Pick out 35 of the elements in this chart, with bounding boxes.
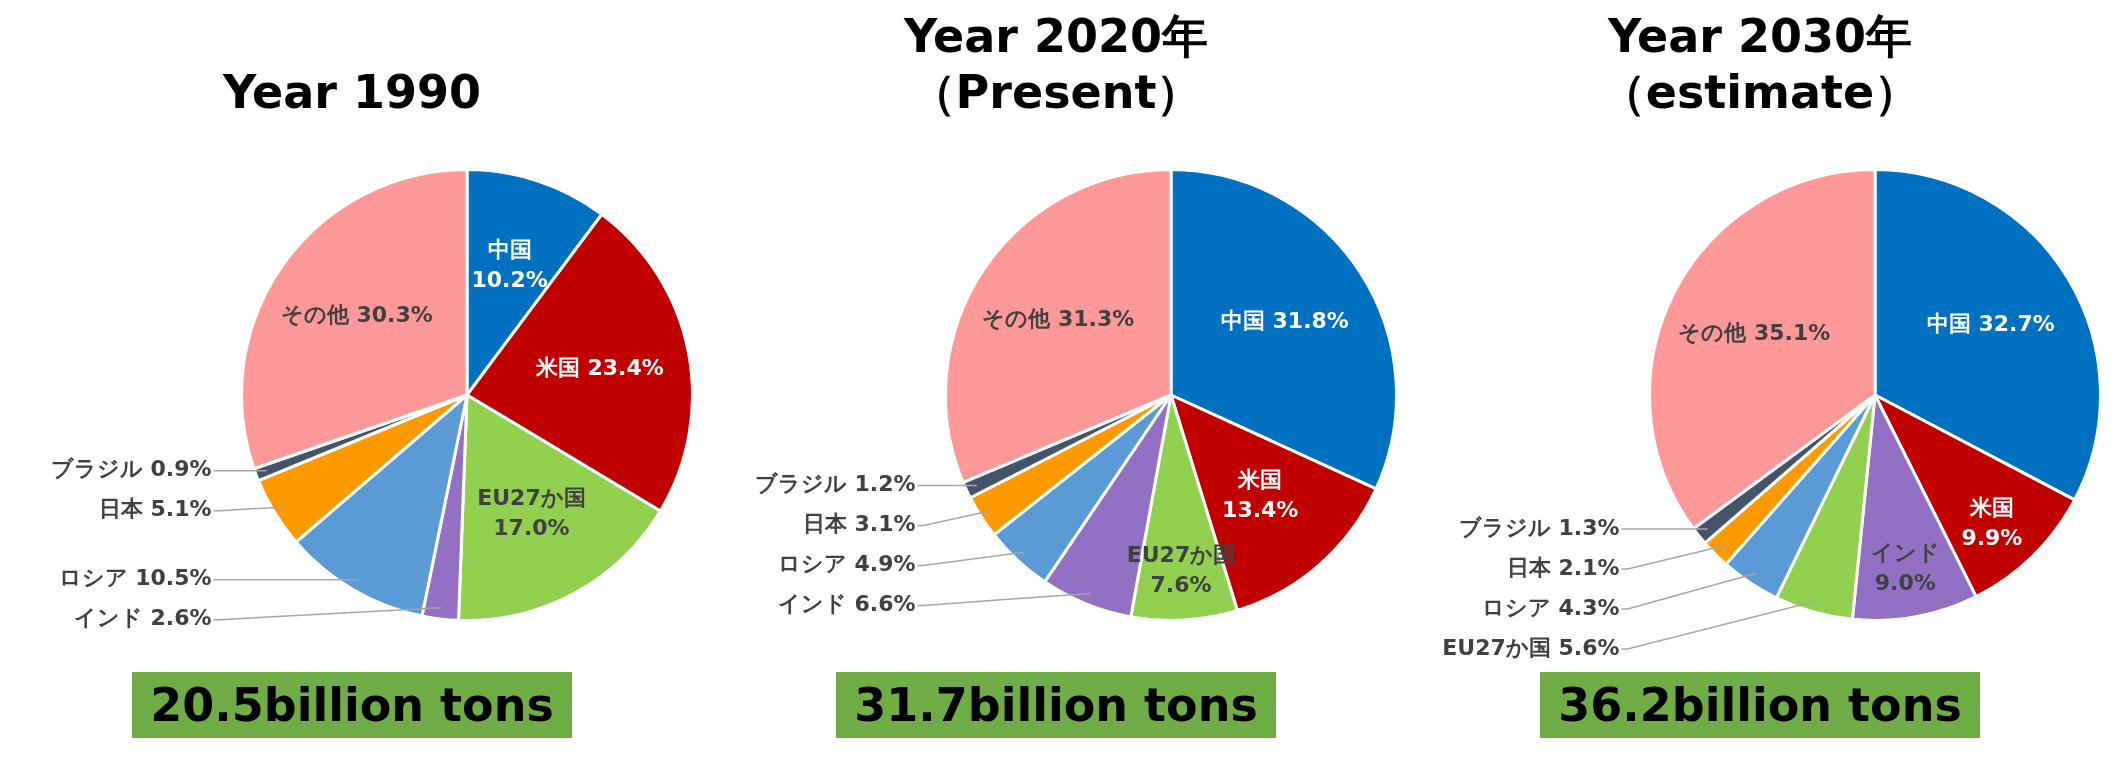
slice-label: その他 35.1% xyxy=(1678,319,1831,345)
chart-title: Year 2020年（Present） xyxy=(902,8,1210,120)
slice-label: インド 6.6% xyxy=(777,591,916,617)
slice-label: 日本 5.1% xyxy=(98,496,212,522)
slice-label: EU27か国 5.6% xyxy=(1442,634,1620,660)
slice-label: 中国 xyxy=(487,237,532,263)
slice-label: 中国 31.8% xyxy=(1220,307,1349,333)
slice-label: 日本 3.1% xyxy=(802,511,916,537)
text: 36.2billion tons xyxy=(1540,672,1980,738)
data-label: 17.0% xyxy=(493,514,570,540)
slice-label: インド xyxy=(1870,539,1940,565)
chart-title: Year 2030年（estimate） xyxy=(1598,8,1922,120)
slice-label: ロシア 10.5% xyxy=(58,565,212,591)
slice-label: EU27か国 xyxy=(477,484,586,510)
chart-title: Year 1990 xyxy=(221,64,483,120)
text: 20.5billion tons xyxy=(132,672,572,738)
slice-label: ブラジル 1.2% xyxy=(754,471,916,497)
slice-label: 米国 23.4% xyxy=(534,354,664,380)
text: 31.7billion tons xyxy=(836,672,1276,738)
data-label: 9.9% xyxy=(1961,524,2023,550)
slice-label: その他 30.3% xyxy=(280,302,433,328)
slice-label: インド 2.6% xyxy=(73,605,212,631)
data-label: 9.0% xyxy=(1874,569,1936,595)
slice-label: 米国 xyxy=(1237,467,1283,493)
slice-label: 中国 32.7% xyxy=(1926,310,2055,336)
slice-label: ブラジル 0.9% xyxy=(50,456,212,482)
data-label: 10.2% xyxy=(471,267,548,293)
slice-label: 日本 2.1% xyxy=(1506,554,1620,580)
slice-label: 米国 xyxy=(1968,494,2014,520)
slice-label: ブラジル 1.3% xyxy=(1458,514,1620,540)
slice-label: ロシア 4.3% xyxy=(1481,594,1620,620)
slice-label: ロシア 4.9% xyxy=(777,551,916,577)
data-label: 7.6% xyxy=(1150,572,1212,598)
slice-label: その他 31.3% xyxy=(982,305,1135,331)
data-label: 13.4% xyxy=(1222,497,1299,523)
